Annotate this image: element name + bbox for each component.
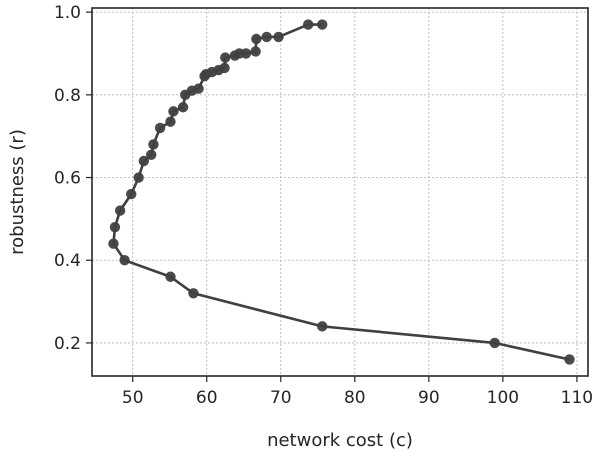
- y-tick-label: 0.6: [54, 169, 81, 189]
- y-tick-label: 0.8: [54, 86, 81, 106]
- data-point: [317, 321, 328, 332]
- data-point: [180, 89, 191, 101]
- x-tick-label: 60: [196, 388, 218, 408]
- x-tick-label: 90: [418, 388, 440, 408]
- data-point: [261, 31, 272, 43]
- data-point: [168, 106, 179, 117]
- data-point: [177, 102, 189, 113]
- data-point: [165, 271, 176, 282]
- x-tick-label: 110: [561, 388, 592, 408]
- data-point: [108, 238, 119, 249]
- data-point: [154, 122, 166, 134]
- data-point: [199, 71, 210, 82]
- ticks: 50 60 70 80 90 100 110 0.2 0.4 0.6 0.8 1.0: [54, 3, 592, 408]
- data-point: [165, 116, 176, 127]
- data-point: [114, 205, 126, 216]
- data-point: [564, 354, 575, 365]
- series-line: [112, 23, 570, 361]
- data-point: [229, 50, 241, 61]
- data-point: [119, 255, 130, 266]
- data-point: [188, 288, 199, 299]
- plot-frame: [91, 7, 589, 377]
- data-point: [251, 33, 262, 45]
- data-point: [273, 31, 284, 43]
- y-tick-label: 0.2: [54, 334, 81, 354]
- data-point: [302, 19, 314, 30]
- x-axis-label: network cost (c): [267, 430, 413, 451]
- x-tick-label: 70: [270, 388, 292, 408]
- data-point: [138, 155, 150, 167]
- data-point: [148, 139, 159, 150]
- data-point: [133, 172, 144, 183]
- y-axis-label: robustness (r): [7, 129, 28, 255]
- y-tick-label: 0.4: [54, 251, 81, 271]
- x-tick-label: 50: [122, 388, 144, 408]
- x-tick-label: 100: [487, 388, 519, 408]
- data-point: [317, 19, 328, 30]
- data-point: [489, 337, 500, 349]
- grid: [92, 8, 588, 376]
- series-layer: [108, 19, 575, 365]
- x-tick-label: 80: [344, 388, 366, 408]
- data-point: [126, 188, 137, 200]
- y-tick-label: 1.0: [54, 3, 81, 23]
- data-point: [146, 149, 157, 160]
- data-point: [109, 221, 121, 233]
- data-point: [250, 46, 261, 57]
- data-point: [220, 52, 231, 63]
